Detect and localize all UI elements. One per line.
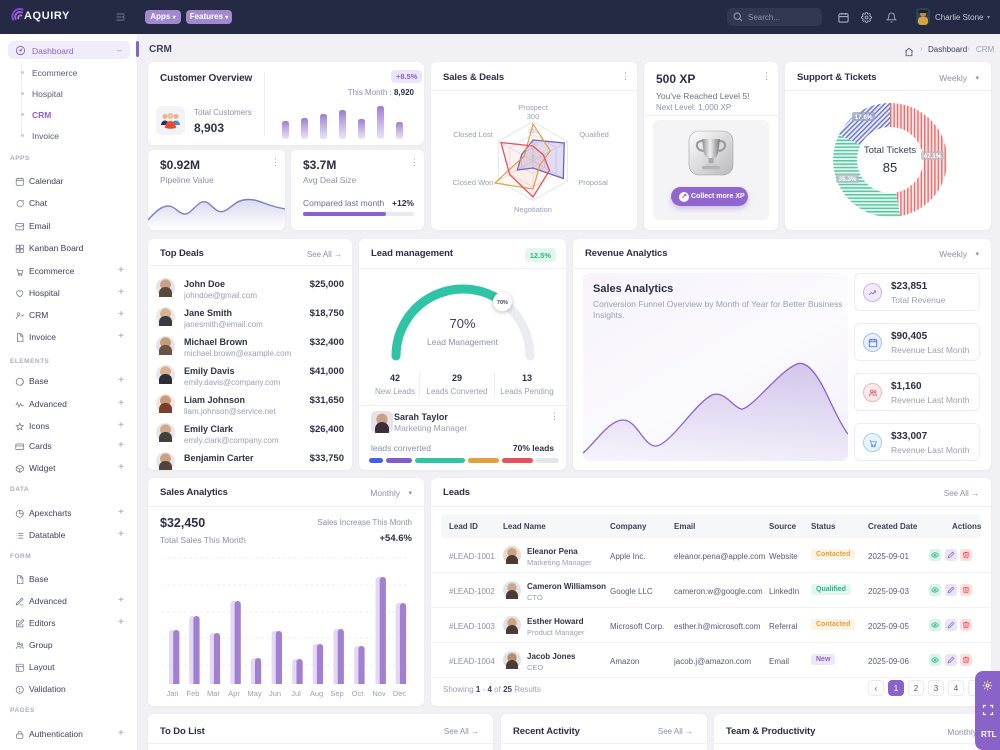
svg-text:Dec: Dec [393, 689, 407, 698]
svg-text:Sep: Sep [330, 689, 343, 698]
svg-text:Closed Won: Closed Won [453, 178, 494, 187]
svg-text:May: May [247, 689, 261, 698]
svg-text:0: 0 [531, 155, 534, 161]
svg-text:Nov: Nov [372, 689, 386, 698]
svg-text:300: 300 [527, 112, 540, 121]
svg-text:Aug: Aug [310, 689, 323, 698]
svg-text:100: 100 [528, 142, 537, 148]
svg-text:Mar: Mar [207, 689, 220, 698]
svg-text:Closed Lost: Closed Lost [453, 130, 494, 139]
svg-text:Qualified: Qualified [579, 130, 609, 139]
svg-text:Jan: Jan [166, 689, 178, 698]
svg-text:Prospect: Prospect [518, 103, 549, 112]
svg-text:17.6%: 17.6% [855, 114, 873, 121]
svg-text:Proposal: Proposal [578, 178, 608, 187]
svg-text:Jul: Jul [291, 689, 301, 698]
svg-text:Feb: Feb [187, 689, 200, 698]
svg-text:Negotiation: Negotiation [514, 205, 552, 214]
svg-text:200: 200 [528, 129, 537, 135]
svg-text:70%: 70% [497, 300, 508, 306]
svg-text:Oct: Oct [352, 689, 365, 698]
svg-text:35.3%: 35.3% [839, 176, 857, 183]
svg-text:47.1%: 47.1% [924, 153, 942, 160]
svg-text:Jun: Jun [269, 689, 281, 698]
svg-text:Apr: Apr [228, 689, 240, 698]
